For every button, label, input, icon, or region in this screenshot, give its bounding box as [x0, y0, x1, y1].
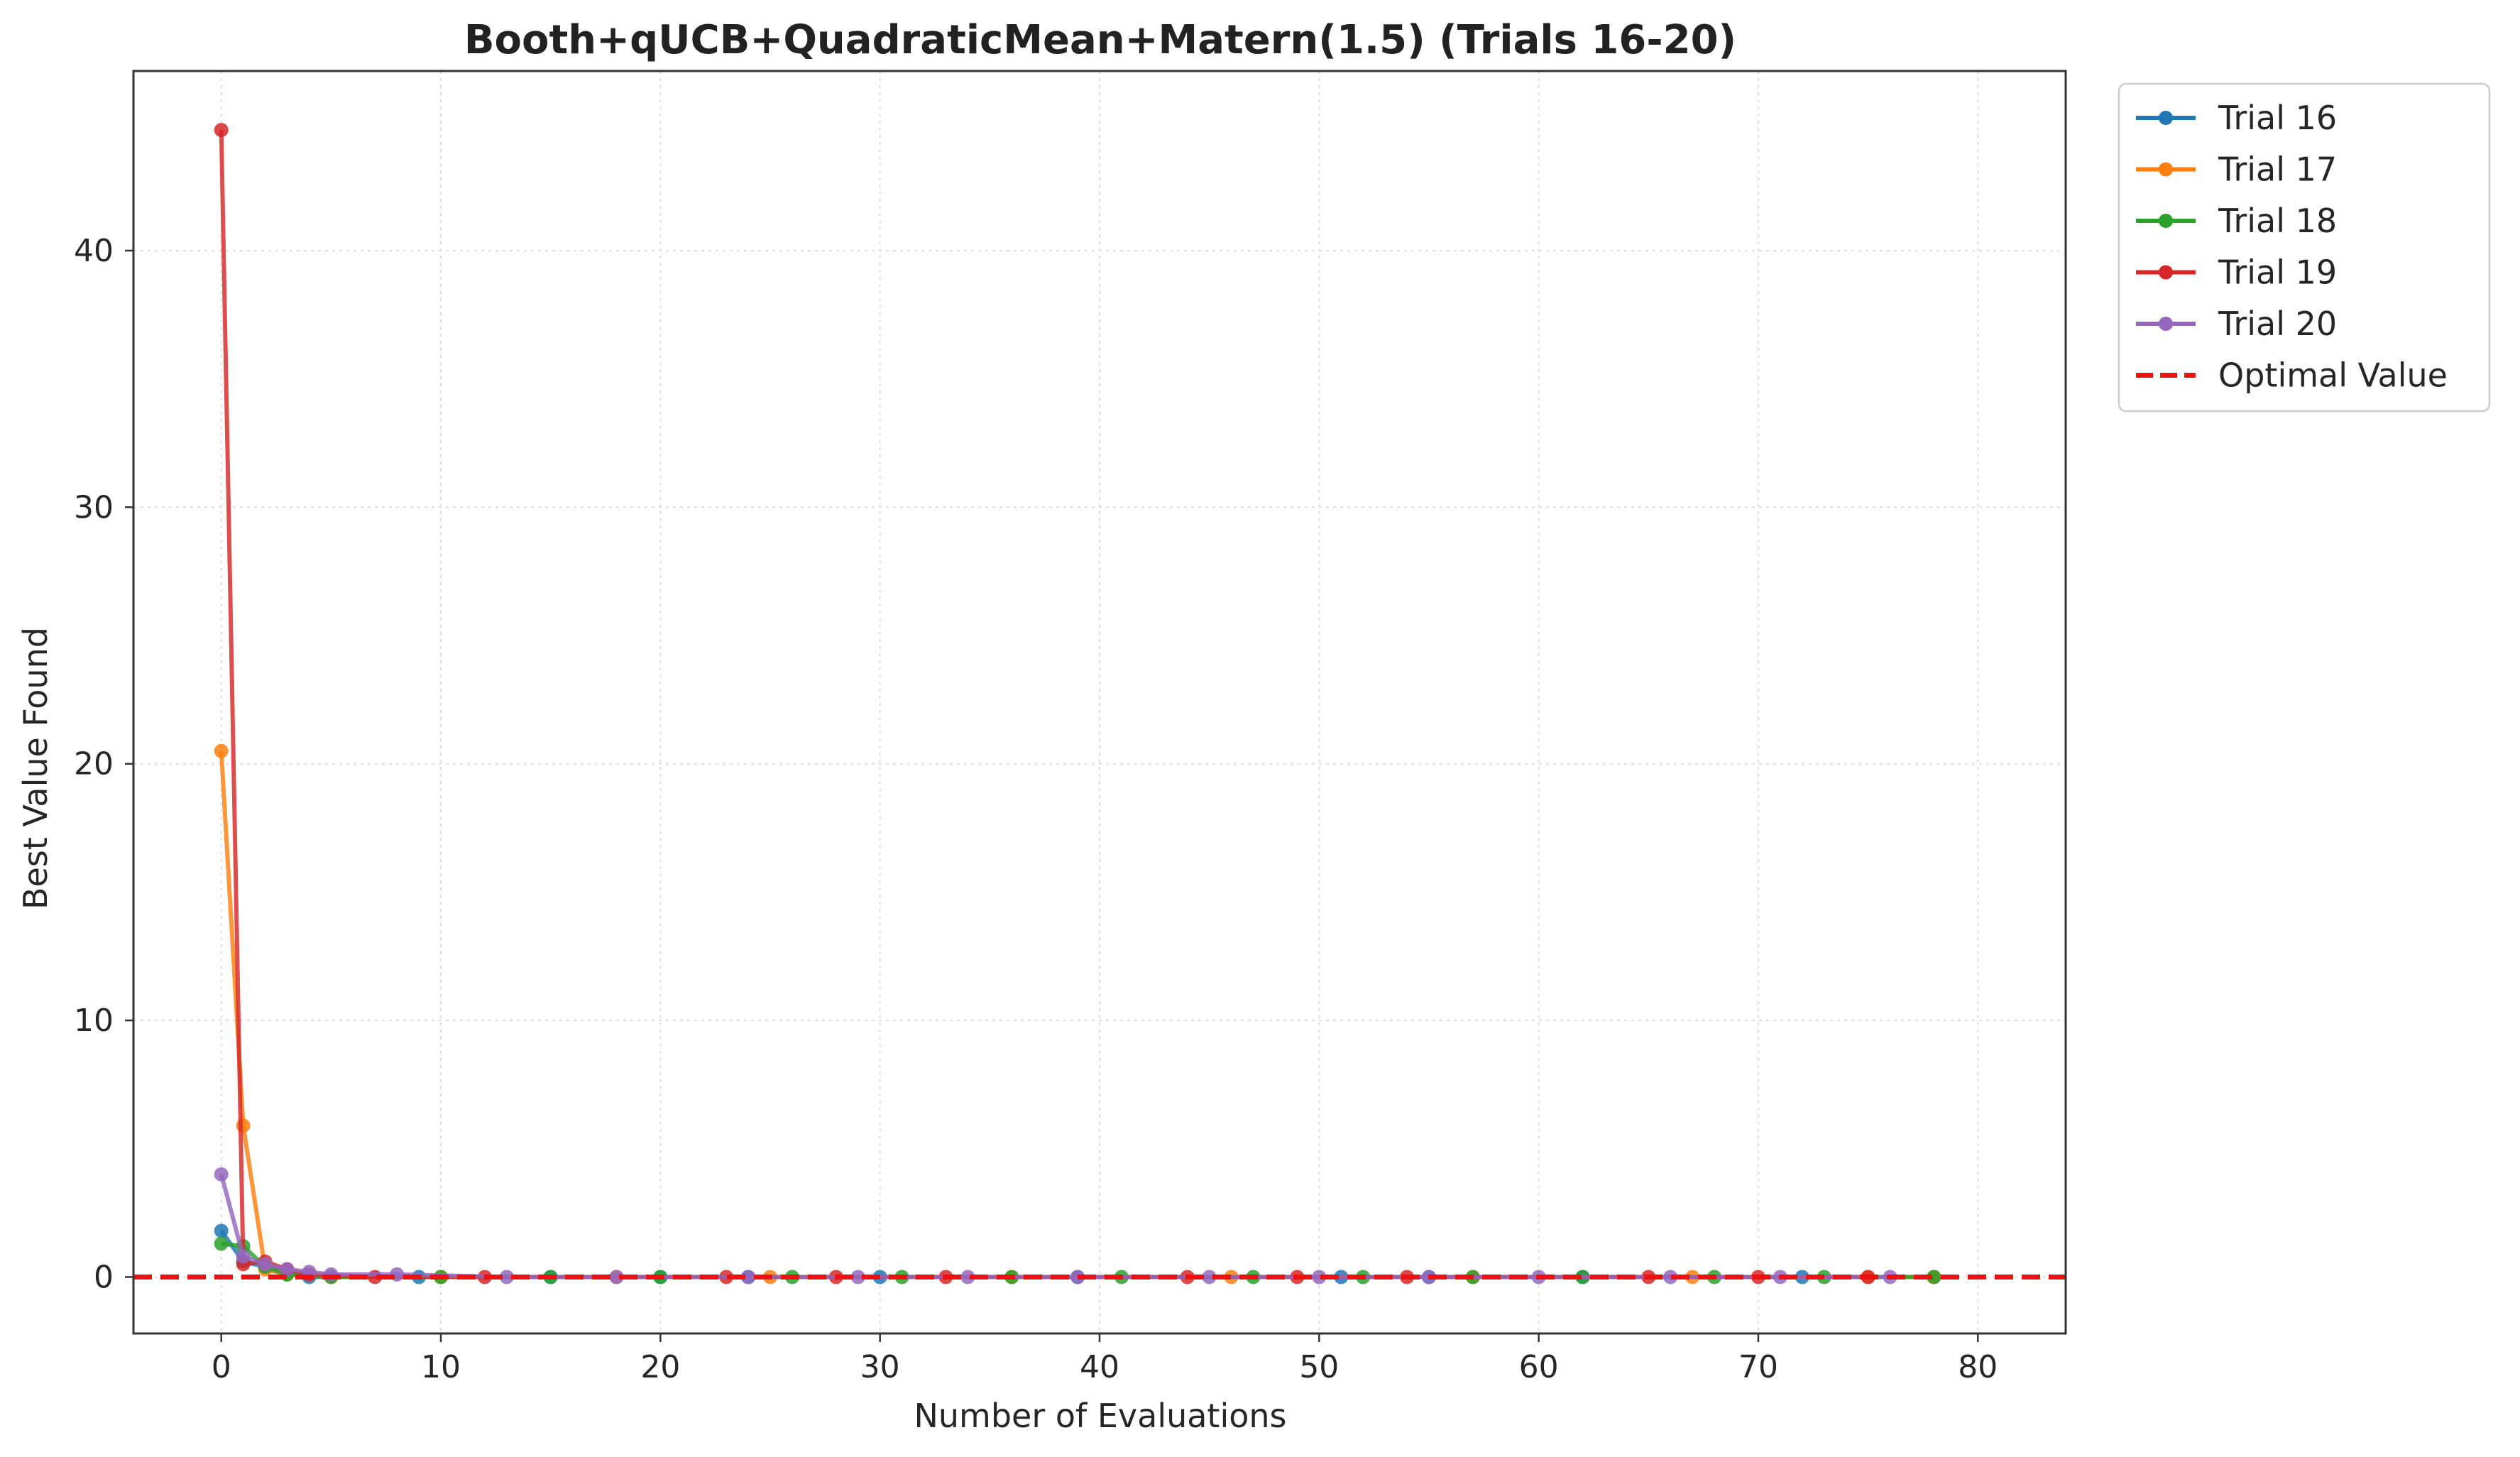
data-point: [214, 1223, 229, 1238]
data-point: [1927, 1270, 1941, 1284]
data-point: [214, 1167, 229, 1182]
legend-label: Trial 19: [2218, 253, 2337, 292]
data-point: [960, 1270, 975, 1284]
legend-marker: [2159, 111, 2173, 125]
data-point: [1312, 1270, 1327, 1284]
data-point: [214, 1236, 229, 1251]
y-tick-label: 10: [74, 1003, 114, 1039]
legend-item: Trial 16: [2136, 99, 2337, 137]
data-point: [258, 1257, 273, 1272]
y-tick-label: 20: [74, 746, 114, 782]
y-axis-label: Best Value Found: [16, 627, 55, 910]
data-point: [1202, 1270, 1217, 1284]
legend-marker: [2159, 265, 2173, 280]
x-tick-label: 30: [860, 1349, 900, 1385]
legend: Trial 16 Trial 17 Trial 18 Trial 19 Trial 20…: [2118, 82, 2491, 413]
legend-marker: [2159, 317, 2173, 331]
chart-title: Booth+qUCB+QuadraticMean+Matern(1.5) (Tr…: [464, 17, 1736, 63]
legend-marker: [2159, 162, 2173, 177]
legend-label: Optimal Value: [2218, 356, 2448, 395]
data-point: [499, 1270, 514, 1284]
data-point: [236, 1249, 251, 1264]
legend-item: Trial 20: [2136, 305, 2337, 343]
legend-label: Trial 18: [2218, 202, 2337, 240]
legend-item: Trial 17: [2136, 151, 2337, 189]
legend-box: [2118, 82, 2491, 413]
legend-label: Trial 17: [2218, 151, 2337, 189]
ticks: 0 10 20 30 40 50 60 70 80 0 10 20 30 40: [74, 233, 1998, 1385]
x-tick-label: 10: [421, 1349, 461, 1385]
series-layer: [133, 123, 2066, 1284]
legend-label: Trial 16: [2218, 99, 2337, 137]
data-point: [214, 743, 229, 758]
data-point: [609, 1270, 624, 1284]
legend-item: Trial 18: [2136, 202, 2337, 240]
y-tick-label: 0: [94, 1259, 114, 1295]
y-tick-label: 40: [74, 233, 114, 269]
legend-item: Optimal Value: [2136, 356, 2448, 395]
data-point: [850, 1270, 865, 1284]
legend-label: Trial 20: [2218, 305, 2337, 343]
x-tick-label: 80: [1958, 1349, 1998, 1385]
legend-marker: [2159, 214, 2173, 228]
x-axis-label: Number of Evaluations: [914, 1397, 1286, 1435]
x-tick-label: 0: [212, 1349, 231, 1385]
data-point: [741, 1270, 756, 1284]
x-tick-label: 20: [640, 1349, 680, 1385]
x-tick-label: 50: [1299, 1349, 1339, 1385]
data-point: [280, 1262, 295, 1277]
y-tick-label: 30: [74, 489, 114, 525]
data-point: [214, 123, 229, 138]
data-point: [236, 1118, 251, 1133]
x-tick-label: 60: [1519, 1349, 1559, 1385]
data-point: [1663, 1270, 1678, 1284]
x-tick-label: 40: [1080, 1349, 1119, 1385]
x-tick-label: 70: [1738, 1349, 1778, 1385]
legend-item: Trial 19: [2136, 253, 2337, 292]
